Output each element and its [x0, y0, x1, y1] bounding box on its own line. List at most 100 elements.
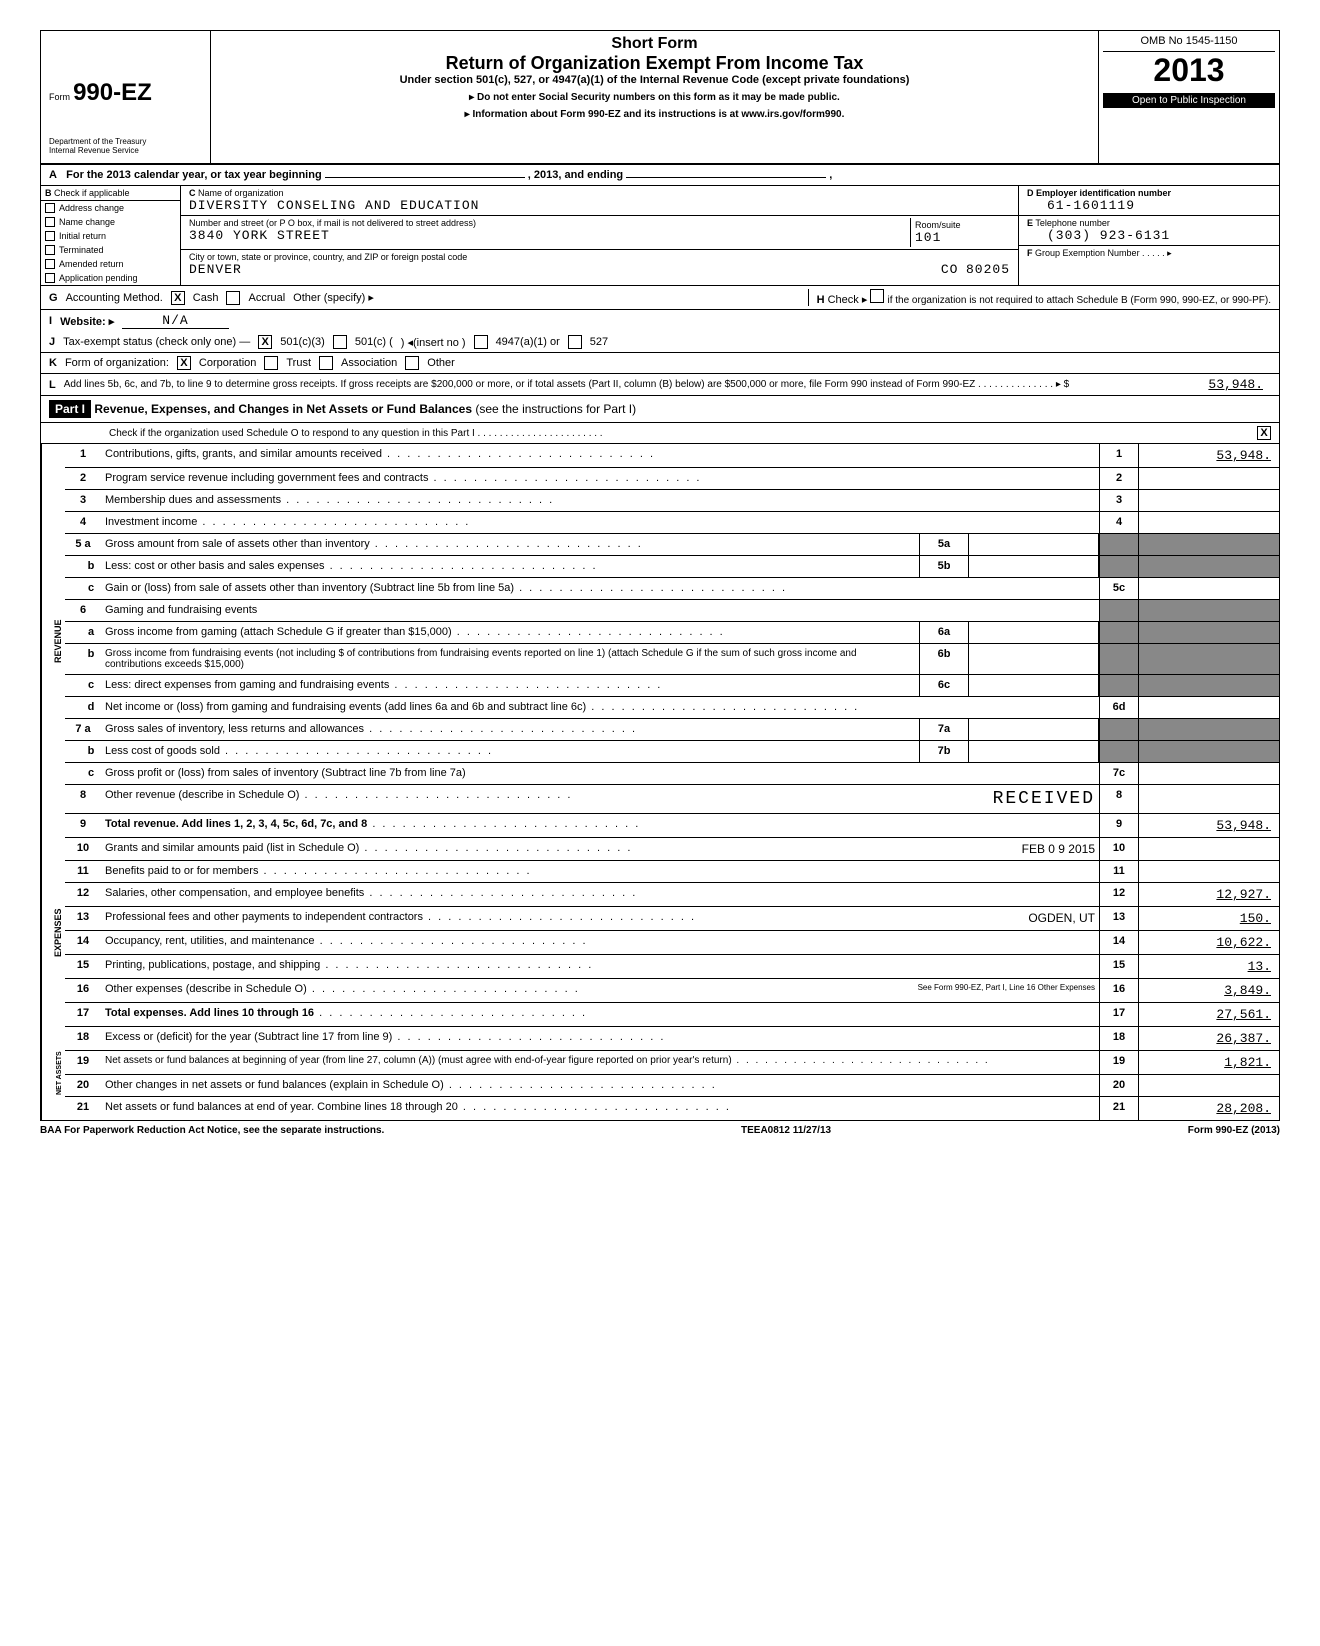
- form-org-text: Form of organization:: [65, 357, 169, 369]
- accounting-method: Accounting Method.: [66, 292, 163, 304]
- item-address: Address change: [59, 203, 124, 213]
- line-20-desc: Other changes in net assets or fund bala…: [101, 1075, 1099, 1096]
- row-a: A For the 2013 calendar year, or tax yea…: [41, 165, 1279, 186]
- line-9-desc: Total revenue. Add lines 1, 2, 3, 4, 5c,…: [101, 814, 1099, 837]
- website-label: Website: ▸: [60, 315, 114, 328]
- tax-year: 2013: [1103, 52, 1275, 89]
- check-applicable: Check if applicable: [54, 188, 130, 198]
- room-value: 101: [915, 230, 941, 245]
- checkbox-initial[interactable]: [45, 231, 55, 241]
- checkbox-501c3[interactable]: X: [258, 335, 272, 349]
- checkbox-address[interactable]: [45, 203, 55, 213]
- line-4-desc: Investment income: [101, 512, 1099, 533]
- part1-title: Revenue, Expenses, and Changes in Net As…: [94, 402, 472, 416]
- part1-check-text: Check if the organization used Schedule …: [49, 428, 1249, 439]
- label-a: A: [49, 169, 57, 181]
- line-16-desc: Other expenses (describe in Schedule O): [101, 979, 914, 1002]
- label-h: H: [817, 294, 825, 306]
- opt-other: Other: [427, 357, 455, 369]
- title-cell: Short Form Return of Organization Exempt…: [211, 31, 1099, 163]
- line-17-desc: Total expenses. Add lines 10 through 16: [101, 1003, 1099, 1026]
- line-8-desc: Other revenue (describe in Schedule O): [101, 785, 989, 813]
- line-7c-desc: Gross profit or (loss) from sales of inv…: [101, 763, 1099, 784]
- column-def: D Employer identification number 61-1601…: [1019, 186, 1279, 285]
- part1-instructions: (see the instructions for Part I): [475, 402, 636, 416]
- baa-notice: BAA For Paperwork Reduction Act Notice, …: [40, 1125, 384, 1136]
- line-16-note: See Form 990-EZ, Part I, Line 16 Other E…: [914, 979, 1099, 1002]
- checkbox-accrual[interactable]: [226, 291, 240, 305]
- row-a-text: For the 2013 calendar year, or tax year …: [66, 169, 322, 181]
- line-15-val: 13.: [1139, 955, 1279, 978]
- row-j: J Tax-exempt status (check only one) — X…: [41, 332, 1279, 353]
- checkbox-527[interactable]: [568, 335, 582, 349]
- checkbox-terminated[interactable]: [45, 245, 55, 255]
- ogden-stamp: OGDEN, UT: [1024, 907, 1099, 930]
- line-13-val: 150.: [1139, 907, 1279, 930]
- tax-exempt-text: Tax-exempt status (check only one) —: [63, 336, 250, 348]
- checkbox-pending[interactable]: [45, 273, 55, 283]
- omb-cell: OMB No 1545-1150 2013 Open to Public Ins…: [1099, 31, 1279, 163]
- short-form-label: Short Form: [215, 35, 1094, 53]
- expenses-section: EXPENSES 10Grants and similar amounts pa…: [41, 838, 1279, 1027]
- item-name: Name change: [59, 217, 115, 227]
- checkbox-501c[interactable]: [333, 335, 347, 349]
- line-6-desc: Gaming and fundraising events: [101, 600, 1099, 621]
- line-21-desc: Net assets or fund balances at end of ye…: [101, 1097, 1099, 1120]
- checkbox-h[interactable]: [870, 289, 884, 303]
- footer: BAA For Paperwork Reduction Act Notice, …: [40, 1121, 1280, 1140]
- line-6d-desc: Net income or (loss) from gaming and fun…: [101, 697, 1099, 718]
- line-6a-desc: Gross income from gaming (attach Schedul…: [101, 622, 919, 643]
- checkbox-cash[interactable]: X: [171, 291, 185, 305]
- column-b: B Check if applicable Address change Nam…: [41, 186, 181, 285]
- opt-501c: 501(c) (: [355, 336, 393, 348]
- line-18-desc: Excess or (deficit) for the year (Subtra…: [101, 1027, 1099, 1050]
- label-e: E: [1027, 218, 1033, 228]
- omb-number: OMB No 1545-1150: [1103, 35, 1275, 52]
- phone: (303) 923-6131: [1027, 228, 1170, 243]
- checkbox-trust[interactable]: [264, 356, 278, 370]
- line-6c-desc: Less: direct expenses from gaming and fu…: [101, 675, 919, 696]
- label-c: C: [189, 188, 196, 198]
- feb-stamp: FEB 0 9 2015: [1018, 838, 1099, 860]
- revenue-section: REVENUE 1Contributions, gifts, grants, a…: [41, 444, 1279, 838]
- h-check: Check ▸: [828, 294, 868, 306]
- line-3-desc: Membership dues and assessments: [101, 490, 1099, 511]
- open-public-badge: Open to Public Inspection: [1103, 93, 1275, 108]
- dept-treasury: Department of the Treasury: [49, 137, 219, 146]
- zip: 80205: [966, 262, 1010, 277]
- arrow-icon: ▸: [1167, 248, 1172, 258]
- opt-trust: Trust: [286, 357, 311, 369]
- state: CO: [941, 262, 959, 277]
- line-15-desc: Printing, publications, postage, and shi…: [101, 955, 1099, 978]
- checkbox-amended[interactable]: [45, 259, 55, 269]
- label-j: J: [49, 336, 55, 348]
- checkbox-name[interactable]: [45, 217, 55, 227]
- line-12-val: 12,927.: [1139, 883, 1279, 906]
- line-1-val: 53,948.: [1139, 444, 1279, 467]
- item-terminated: Terminated: [59, 245, 104, 255]
- line-9-val: 53,948.: [1139, 814, 1279, 837]
- row-a-end: ,: [829, 169, 832, 181]
- checkbox-4947[interactable]: [474, 335, 488, 349]
- checkbox-other-org[interactable]: [405, 356, 419, 370]
- main-title: Return of Organization Exempt From Incom…: [215, 53, 1094, 74]
- website-value: N/A: [122, 313, 228, 329]
- line-7b-desc: Less cost of goods sold: [101, 741, 919, 762]
- checkbox-corp[interactable]: X: [177, 356, 191, 370]
- label-f: F: [1027, 248, 1033, 258]
- line-19-val: 1,821.: [1139, 1051, 1279, 1074]
- ein: 61-1601119: [1027, 198, 1135, 213]
- line-10-desc: Grants and similar amounts paid (list in…: [101, 838, 1018, 860]
- name-label: Name of organization: [198, 188, 284, 198]
- opt-4947: 4947(a)(1) or: [496, 336, 560, 348]
- room-label: Room/suite: [915, 220, 961, 230]
- line-13-desc: Professional fees and other payments to …: [101, 907, 1024, 930]
- checkbox-assoc[interactable]: [319, 356, 333, 370]
- side-net: NET ASSETS: [41, 1027, 65, 1120]
- checkbox-schedule-o[interactable]: X: [1257, 426, 1271, 440]
- instruction-1: ▸ Do not enter Social Security numbers o…: [215, 92, 1094, 103]
- form-990ez: Form 990-EZ Department of the Treasury I…: [40, 30, 1280, 1121]
- row-l: L Add lines 5b, 6c, and 7b, to line 9 to…: [41, 374, 1279, 396]
- form-header: Form 990-EZ Department of the Treasury I…: [41, 31, 1279, 165]
- group-label: Group Exemption Number . . . . .: [1035, 248, 1165, 258]
